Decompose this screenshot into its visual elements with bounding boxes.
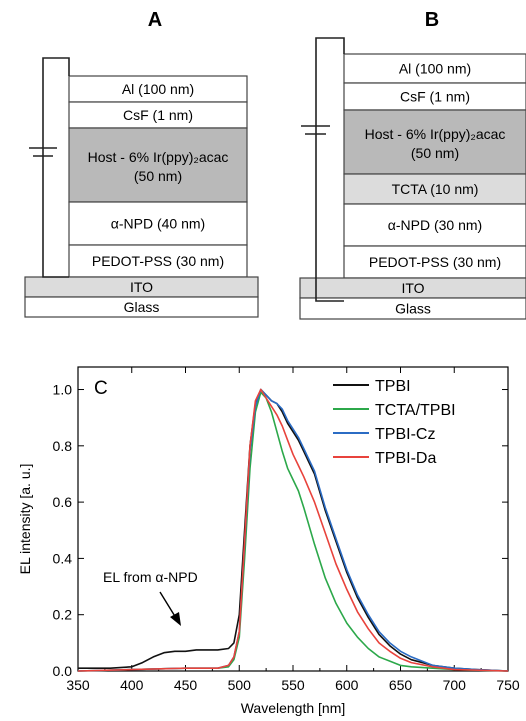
legend-label: TPBI-Cz bbox=[375, 426, 435, 443]
layer-npd-label: α-NPD (40 nm) bbox=[111, 216, 205, 232]
y-tick-label: 1.0 bbox=[53, 382, 73, 398]
layer-al-label: Al (100 nm) bbox=[122, 81, 194, 97]
chart-c: 350 400 450 500 550 600 650 700 750 0.0 0.2 0.4 0.6 0… bbox=[17, 366, 520, 716]
layer-ito-label: ITO bbox=[130, 279, 153, 295]
annotation-arrow-line bbox=[159, 591, 177, 619]
layer-host-thickness: (50 nm) bbox=[134, 168, 182, 184]
x-tick-label: 600 bbox=[335, 677, 359, 693]
layer-al: Al (100 nm) bbox=[343, 53, 526, 84]
x-tick-label: 650 bbox=[389, 677, 413, 693]
layer-host-thickness: (50 nm) bbox=[411, 145, 459, 161]
circuit-a bbox=[29, 57, 70, 278]
layer-csf-label: CsF (1 nm) bbox=[400, 89, 470, 105]
layer-npd: α-NPD (30 nm) bbox=[343, 203, 526, 247]
layer-al-box bbox=[343, 53, 526, 84]
chart-panel-label: C bbox=[94, 378, 108, 399]
layer-csf: CsF (1 nm) bbox=[343, 82, 526, 111]
layer-npd-label: α-NPD (30 nm) bbox=[388, 217, 482, 233]
layer-glass-label: Glass bbox=[395, 301, 431, 317]
layer-tcta-box bbox=[343, 173, 526, 205]
annotation-arrow-head bbox=[170, 612, 181, 626]
y-tick-label: 0.0 bbox=[53, 663, 73, 679]
layer-ito: ITO bbox=[24, 276, 259, 298]
layer-csf-label: CsF (1 nm) bbox=[123, 107, 193, 123]
layer-tcta: TCTA (10 nm) bbox=[343, 173, 526, 205]
x-tick-label: 700 bbox=[443, 677, 467, 693]
layer-glass: Glass bbox=[299, 297, 526, 320]
annotation-text: EL from α-NPD bbox=[103, 569, 198, 585]
x-tick-label: 450 bbox=[174, 677, 198, 693]
y-axis-label: EL intensity [a. u.] bbox=[17, 464, 33, 575]
layer-host-label: Host - 6% Ir(ppy)₂acac bbox=[365, 126, 506, 142]
layer-glass-box bbox=[24, 296, 259, 318]
series-line-tpbi bbox=[78, 388, 509, 672]
layer-host-label: Host - 6% Ir(ppy)₂acac bbox=[88, 149, 229, 165]
legend: TPBI TCTA/TPBI TPBI-Cz TPBI-Da bbox=[333, 378, 456, 467]
x-axis-label: Wavelength [nm] bbox=[241, 700, 346, 716]
x-tick-label: 500 bbox=[228, 677, 252, 693]
layer-pedot-box bbox=[68, 244, 248, 278]
layer-glass-box bbox=[299, 297, 526, 320]
layer-glass-label: Glass bbox=[124, 299, 160, 315]
layer-csf-box bbox=[343, 82, 526, 111]
y-tick-label: 0.8 bbox=[53, 438, 73, 454]
layer-pedot: PEDOT-PSS (30 nm) bbox=[68, 244, 248, 278]
y-tick-label: 0.6 bbox=[53, 494, 73, 510]
y-tick-label: 0.4 bbox=[53, 550, 73, 566]
layer-host: Host - 6% Ir(ppy)₂acac (50 nm) bbox=[68, 127, 248, 203]
series-line-tpbi-da bbox=[77, 388, 509, 672]
y-tick-label: 0.2 bbox=[53, 607, 73, 623]
legend-label: TCTA/TPBI bbox=[375, 402, 456, 419]
annotation-group: EL from α-NPD bbox=[103, 569, 198, 626]
axis-ticks: 350 400 450 500 550 600 650 700 750 0.0 0.2 0.4 0.6 0… bbox=[53, 367, 520, 693]
x-tick-label: 350 bbox=[66, 677, 90, 693]
layer-host-box bbox=[68, 127, 248, 203]
layer-al-box bbox=[68, 75, 248, 103]
layer-csf: CsF (1 nm) bbox=[68, 101, 248, 129]
layer-csf-box bbox=[68, 101, 248, 129]
layer-pedot-label: PEDOT-PSS (30 nm) bbox=[369, 254, 501, 270]
layer-pedot: PEDOT-PSS (30 nm) bbox=[343, 245, 526, 279]
legend-label: TPBI bbox=[375, 378, 411, 395]
layer-tcta-label: TCTA (10 nm) bbox=[392, 181, 479, 197]
layer-host-box bbox=[343, 109, 526, 175]
layer-ito-label: ITO bbox=[401, 280, 424, 296]
layer-al: Al (100 nm) bbox=[68, 75, 248, 103]
layer-glass: Glass bbox=[24, 296, 259, 318]
x-tick-label: 750 bbox=[496, 677, 520, 693]
circuit-b bbox=[301, 37, 345, 302]
layer-host: Host - 6% Ir(ppy)₂acac (50 nm) bbox=[343, 109, 526, 175]
legend-label: TPBI-Da bbox=[375, 450, 436, 467]
series-layer bbox=[77, 388, 509, 672]
device-stack-a: Al (100 nm) CsF (1 nm) Host - 6% Ir(ppy)₂a… bbox=[24, 75, 259, 318]
x-tick-label: 550 bbox=[281, 677, 305, 693]
device-stack-b: Al (100 nm) CsF (1 nm) Host - 6% Ir(ppy)₂a… bbox=[299, 53, 526, 320]
layer-npd-box bbox=[68, 201, 248, 246]
x-tick-label: 400 bbox=[120, 677, 144, 693]
layer-npd: α-NPD (40 nm) bbox=[68, 201, 248, 246]
layer-pedot-label: PEDOT-PSS (30 nm) bbox=[92, 253, 224, 269]
layer-al-label: Al (100 nm) bbox=[399, 61, 471, 77]
layer-ito: ITO bbox=[299, 277, 526, 299]
layer-npd-box bbox=[343, 203, 526, 247]
series-line-tcta-tpbi bbox=[77, 391, 509, 672]
panel-b-label: B bbox=[425, 9, 439, 31]
panel-a-label: A bbox=[148, 9, 162, 31]
